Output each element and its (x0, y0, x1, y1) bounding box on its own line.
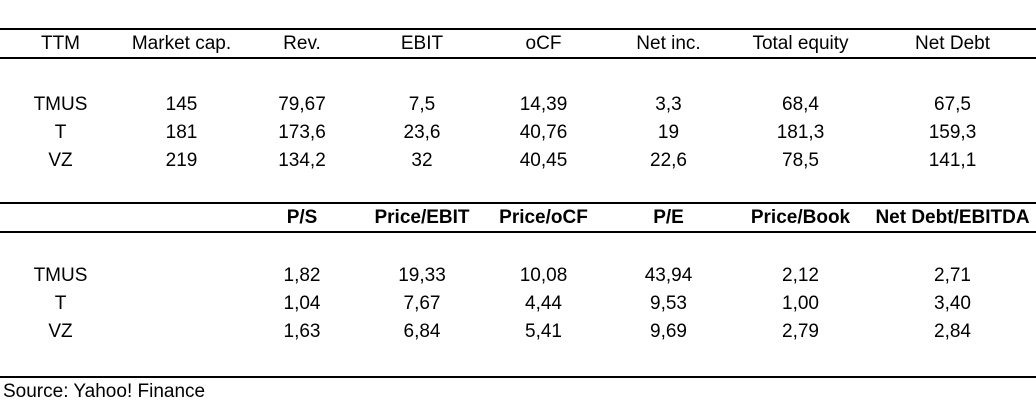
value-cell (121, 261, 242, 289)
col-header-market-cap: Market cap. (121, 29, 242, 59)
value-cell: 2,12 (782, 264, 819, 286)
value-cell: 79,67 (278, 93, 326, 115)
ticker-cell-t: T (54, 292, 67, 314)
ticker-cell-t: T (54, 121, 67, 143)
ticker-cell-vz: VZ (48, 320, 73, 342)
value-cell: 9,53 (650, 292, 687, 314)
ticker-cell-tmus: TMUS (33, 93, 88, 115)
value-cell: 10,08 (519, 264, 568, 286)
ticker-cell-tmus: TMUS (33, 264, 88, 286)
col-header-pe: P/E (605, 203, 732, 233)
value-cell: 43,94 (644, 264, 693, 286)
ticker-cell-vz: VZ (48, 149, 73, 171)
value-cell: 1,63 (283, 320, 321, 342)
source-row: Source: Yahoo! Finance (0, 376, 1036, 405)
table-row-t: T 181 173,6 23,6 40,76 19 181,3 159,3 (0, 118, 1036, 146)
value-cell: 68,4 (782, 93, 819, 115)
col-header-blank-2 (121, 203, 242, 233)
multiples-header-row: P/S Price/EBIT Price/oCF P/E Price/Book … (0, 203, 1036, 233)
value-cell: 134,2 (278, 149, 326, 171)
col-header-price-book: Price/Book (732, 203, 869, 233)
table-row-tmus: TMUS 145 79,67 7,5 14,39 3,3 68,4 67,5 (0, 90, 1036, 118)
value-cell: 141,1 (928, 149, 977, 171)
value-cell: 1,82 (283, 264, 321, 286)
value-cell: 1,04 (283, 292, 321, 314)
value-cell: 219 (165, 149, 198, 171)
col-header-blank-1 (0, 203, 121, 233)
value-cell: 32 (411, 149, 433, 171)
value-cell: 181,3 (776, 121, 825, 143)
col-header-ps: P/S (242, 203, 362, 233)
value-cell: 9,69 (650, 320, 687, 342)
value-cell: 19 (657, 121, 680, 143)
value-cell: 2,79 (782, 320, 819, 342)
value-cell: 6,84 (403, 320, 441, 342)
value-cell: 19,33 (398, 264, 446, 286)
value-cell: 40,45 (519, 149, 568, 171)
table-row-vz: VZ 219 134,2 32 40,45 22,6 78,5 141,1 (0, 146, 1036, 174)
value-cell: 145 (165, 93, 198, 115)
value-cell (121, 317, 242, 345)
value-cell: 78,5 (782, 149, 819, 171)
table-row-tmus: TMUS 1,82 19,33 10,08 43,94 2,12 2,71 (0, 261, 1036, 289)
value-cell: 23,6 (403, 121, 441, 143)
col-header-net-debt: Net Debt (869, 29, 1036, 59)
value-cell: 181 (165, 121, 198, 143)
value-cell: 1,00 (782, 292, 819, 314)
spacer-row (0, 345, 1036, 376)
value-cell: 7,67 (403, 292, 441, 314)
table-row-vz: VZ 1,63 6,84 5,41 9,69 2,79 2,84 (0, 317, 1036, 345)
value-cell: 5,41 (525, 320, 562, 342)
value-cell: 159,3 (928, 121, 977, 143)
valuation-multiples-table: P/S Price/EBIT Price/oCF P/E Price/Book … (0, 202, 1036, 376)
col-header-ocf: oCF (482, 29, 605, 59)
value-cell: 3,3 (655, 93, 682, 115)
ttm-header-row: TTM Market cap. Rev. EBIT oCF Net inc. T… (0, 29, 1036, 59)
value-cell: 40,76 (519, 121, 568, 143)
ttm-financials-table: TTM Market cap. Rev. EBIT oCF Net inc. T… (0, 28, 1036, 202)
col-header-total-equity: Total equity (732, 29, 869, 59)
value-cell: 14,39 (519, 93, 568, 115)
col-header-net-debt-ebitda: Net Debt/EBITDA (869, 203, 1036, 233)
value-cell: 7,5 (408, 93, 436, 115)
value-cell: 3,40 (934, 292, 971, 314)
col-header-rev: Rev. (242, 29, 362, 59)
col-header-ttm: TTM (0, 29, 121, 59)
value-cell: 67,5 (934, 93, 971, 115)
spacer-row (0, 174, 1036, 202)
spacer-row (0, 232, 1036, 261)
value-cell: 22,6 (650, 149, 687, 171)
value-cell: 4,44 (525, 292, 562, 314)
col-header-price-ocf: Price/oCF (482, 203, 605, 233)
table-row-t: T 1,04 7,67 4,44 9,53 1,00 3,40 (0, 289, 1036, 317)
value-cell (121, 289, 242, 317)
col-header-price-ebit: Price/EBIT (362, 203, 482, 233)
value-cell: 2,71 (934, 264, 971, 286)
col-header-net-inc: Net inc. (605, 29, 732, 59)
col-header-ebit: EBIT (362, 29, 482, 59)
spacer-row (0, 58, 1036, 90)
value-cell: 173,6 (278, 121, 326, 143)
source-note: Source: Yahoo! Finance (3, 380, 206, 402)
value-cell: 2,84 (934, 320, 971, 342)
